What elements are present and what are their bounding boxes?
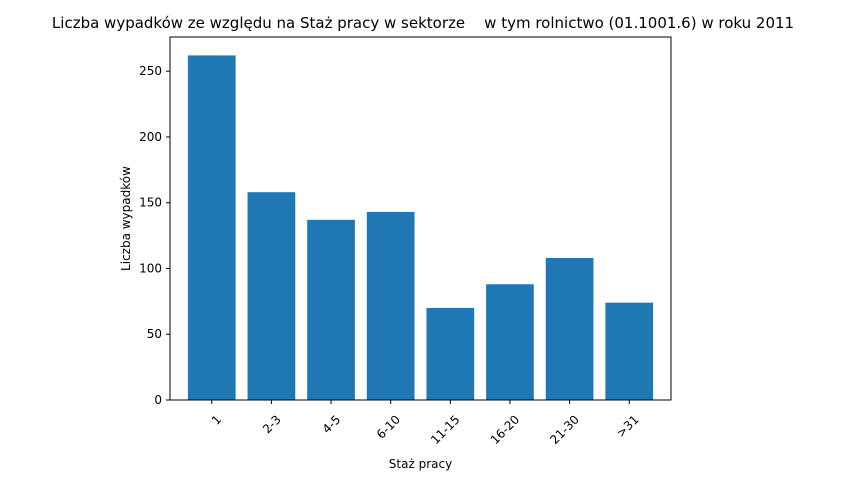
bar-2-3 xyxy=(247,192,296,400)
y-axis-label: Liczba wypadków xyxy=(119,166,133,271)
x-tick-label: 2-3 xyxy=(260,412,284,436)
y-tick-label: 100 xyxy=(139,261,162,275)
chart-title: Liczba wypadków ze względu na Staż pracy… xyxy=(52,14,794,32)
bars-group xyxy=(187,55,654,400)
bar-1 xyxy=(187,55,236,400)
x-tick-label: >31 xyxy=(614,412,642,440)
y-tick-label: 200 xyxy=(139,130,162,144)
x-tick-label: 16-20 xyxy=(488,412,523,447)
y-tick-label: 0 xyxy=(154,393,162,407)
bar-11-15 xyxy=(426,307,475,400)
bar-4-5 xyxy=(307,219,355,400)
plot-frame xyxy=(169,36,672,401)
x-axis-label: Staż pracy xyxy=(389,457,452,471)
bar-6-10 xyxy=(366,211,415,400)
y-tick-label: 50 xyxy=(147,327,162,341)
y-tick-label: 150 xyxy=(139,196,162,210)
x-tick-label: 1 xyxy=(209,412,224,427)
x-axis: 1 2-3 4-5 6-10 11-15 16-20 21-30 >31 xyxy=(209,400,642,447)
bar->31 xyxy=(605,302,654,400)
y-tick-label: 250 xyxy=(139,64,162,78)
x-tick-label: 21-30 xyxy=(547,412,582,447)
x-tick-label: 6-10 xyxy=(374,412,403,441)
bar-16-20 xyxy=(486,284,534,400)
x-tick-label: 4-5 xyxy=(320,412,344,436)
x-tick-label: 11-15 xyxy=(428,412,463,447)
y-axis: 0 50 100 150 200 250 xyxy=(139,64,170,407)
bar-21-30 xyxy=(545,257,594,400)
